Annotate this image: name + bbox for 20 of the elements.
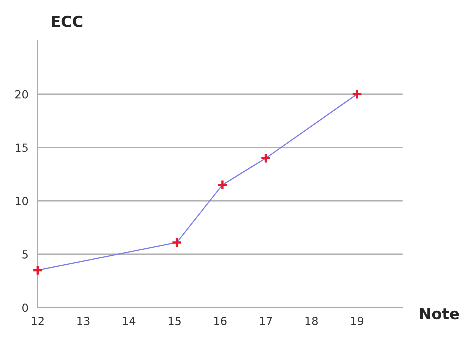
point	[217, 180, 228, 191]
y-tick-label: 5	[22, 250, 28, 259]
y-axis-title: ECC	[52, 16, 83, 28]
x-tick-label: 18	[306, 317, 318, 326]
y-tick-label: 0	[22, 304, 28, 312]
x-tick-label: 13	[78, 317, 90, 326]
x-tick-label: 16	[214, 317, 227, 326]
point	[32, 264, 44, 276]
x-tick-label: 14	[123, 317, 136, 326]
point	[352, 88, 363, 100]
y-tick-label: 10	[16, 197, 28, 206]
point	[172, 237, 183, 248]
x-axis-title: Note	[420, 308, 460, 320]
y-tick-label: 15	[16, 144, 28, 152]
x-tick-label: 19	[351, 317, 364, 326]
x-tick-label: 12	[32, 317, 44, 326]
x-tick-label: 15	[168, 317, 181, 326]
point	[260, 152, 272, 164]
x-tick-label: 17	[260, 317, 272, 326]
y-tick-label: 20	[16, 90, 28, 99]
